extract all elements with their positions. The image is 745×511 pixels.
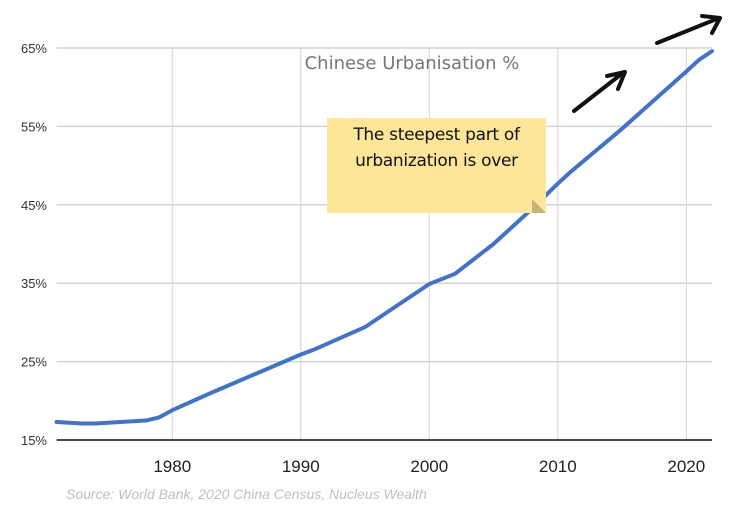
- source-caption: Source: World Bank, 2020 China Census, N…: [66, 486, 427, 502]
- x-tick-label: 2010: [539, 457, 577, 476]
- x-tick-label: 2020: [667, 457, 705, 476]
- series-line: [54, 49, 714, 426]
- chart-title: Chinese Urbanisation %: [305, 53, 520, 74]
- y-tick-label: 65%: [21, 41, 47, 56]
- sticky-note-annotation: The steepest part of urbanization is ove…: [327, 118, 546, 213]
- x-tick-label: 1990: [282, 457, 320, 476]
- hand-drawn-arrow-up-right-icon: [572, 70, 627, 113]
- x-tick-label: 2000: [410, 457, 448, 476]
- x-tick-label: 1980: [153, 457, 191, 476]
- hand-drawn-arrow-up-right-icon: [655, 14, 722, 45]
- y-tick-label: 15%: [21, 433, 47, 448]
- y-tick-label: 55%: [21, 119, 47, 134]
- annotation-text: The steepest part of urbanization is ove…: [353, 125, 520, 171]
- y-tick-label: 25%: [21, 355, 47, 370]
- note-fold: [532, 199, 546, 213]
- y-tick-label: 45%: [21, 198, 47, 213]
- y-tick-label: 35%: [21, 276, 47, 291]
